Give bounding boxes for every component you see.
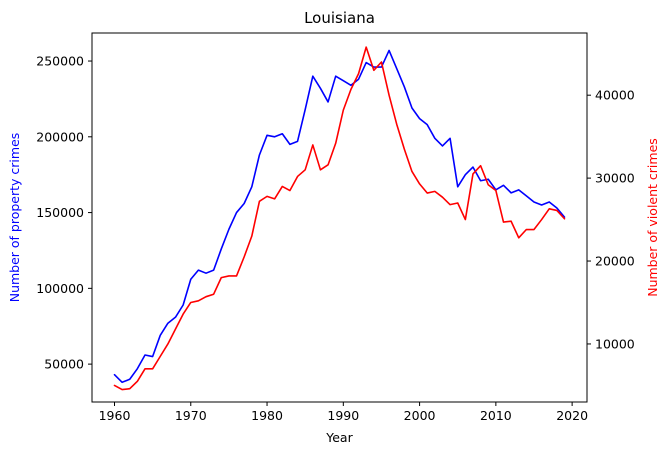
y-right-tick-label: 30000 [595,171,635,186]
chart-title: Louisiana [304,9,375,27]
x-axis-title: Year [325,430,353,445]
y-axis-right: 10000 20000 30000 40000 [587,88,635,351]
y-left-tick-label: 150000 [36,205,84,220]
series-line-property-crimes [113,49,566,384]
x-tick-label: 1960 [99,408,131,423]
x-tick-label: 2000 [404,408,436,423]
x-tick-label: 1990 [327,408,359,423]
y-right-tick-label: 10000 [595,336,635,351]
series-layer [113,46,566,391]
x-axis: 1960 1970 1980 1990 2000 2010 2020 [99,402,588,423]
y-axis-left: 50000 100000 150000 200000 250000 [36,54,92,372]
y-right-tick-label: 20000 [595,254,635,269]
y-left-tick-label: 250000 [36,54,84,69]
x-tick-label: 2010 [480,408,512,423]
x-tick-label: 2020 [556,408,588,423]
y-left-tick-label: 200000 [36,129,84,144]
series-line-violent-crimes [113,46,566,391]
y-axis-left-title: Number of property crimes [7,133,22,303]
x-tick-label: 1970 [175,408,207,423]
plot-frame [91,32,588,403]
y-right-tick-label: 40000 [595,88,635,103]
y-axis-right-title: Number of violent crimes [645,138,660,297]
x-tick-label: 1980 [251,408,283,423]
y-left-tick-label: 50000 [44,357,84,372]
y-left-tick-label: 100000 [36,281,84,296]
